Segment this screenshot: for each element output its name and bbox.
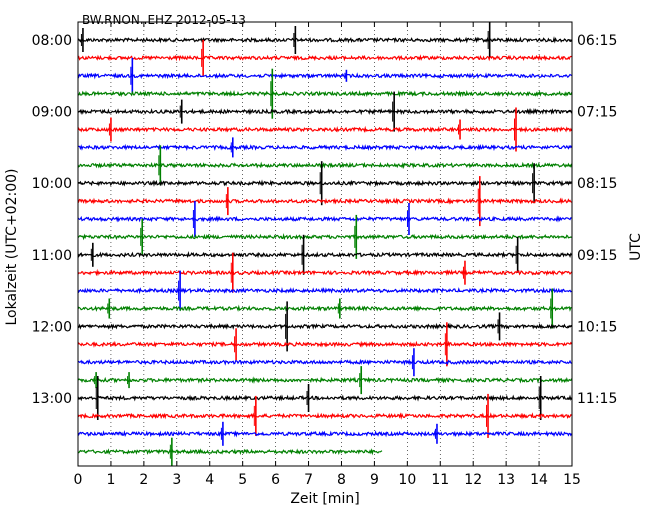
right-tick-label: 06:15: [577, 33, 617, 49]
chart-title: BW.RNON..EHZ 2012-05-13: [82, 13, 246, 27]
seismic-trace: [77, 322, 572, 331]
x-axis-ticks: 0 1 2 3 4 5 6 7 8 9 10 11 12 13 14 15: [74, 22, 581, 488]
trace-group: [77, 22, 573, 466]
x-tick-label: 5: [238, 472, 247, 488]
seismic-trace: [77, 179, 572, 188]
x-tick-label: 15: [563, 472, 581, 488]
seismic-trace: [77, 250, 573, 259]
seismic-trace: [77, 412, 572, 420]
x-tick-label: 9: [370, 472, 379, 488]
plot-frame: [77, 21, 573, 467]
seismic-trace: [77, 197, 572, 205]
left-tick-label: 11:00: [32, 248, 72, 264]
seismic-trace: [77, 125, 573, 133]
seismic-trace: [78, 448, 383, 456]
left-tick-label: 13:00: [32, 391, 72, 407]
left-axis-label: Lokalzeit (UTC+02:00): [4, 169, 20, 326]
x-tick-label: 12: [464, 472, 482, 488]
right-axis-ticks: 06:15 07:15 08:15 09:15 10:15 11:15: [567, 33, 617, 407]
seismic-trace: [77, 376, 573, 384]
seismic-trace: [77, 304, 572, 313]
seismic-trace: [77, 268, 573, 277]
seismic-trace: [77, 72, 572, 80]
right-tick-label: 09:15: [577, 248, 617, 264]
x-tick-label: 1: [106, 472, 115, 488]
left-tick-label: 09:00: [32, 105, 72, 121]
left-tick-label: 12:00: [32, 319, 72, 335]
x-tick-label: 10: [398, 472, 416, 488]
right-tick-label: 08:15: [577, 176, 617, 192]
right-tick-label: 10:15: [577, 319, 617, 335]
seismic-trace: [77, 358, 572, 366]
seismic-trace: [77, 429, 573, 438]
x-tick-label: 7: [304, 472, 313, 488]
x-tick-label: 4: [205, 472, 214, 488]
x-tick-label: 0: [74, 472, 83, 488]
right-tick-label: 07:15: [577, 105, 617, 121]
x-tick-label: 6: [271, 472, 280, 488]
seismic-trace: [77, 54, 572, 62]
seismic-trace: [77, 286, 572, 295]
x-tick-label: 3: [172, 472, 181, 488]
left-tick-label: 08:00: [32, 33, 72, 49]
right-tick-label: 11:15: [577, 391, 617, 407]
seismic-trace: [77, 108, 573, 116]
seismic-trace: [77, 215, 572, 223]
left-tick-label: 10:00: [32, 176, 72, 192]
x-axis-label: Zeit [min]: [290, 491, 359, 507]
x-tick-label: 14: [530, 472, 548, 488]
left-axis-ticks: 08:00 09:00 10:00 11:00 12:00 13:00: [32, 33, 83, 407]
seismic-trace: [77, 340, 573, 348]
x-tick-label: 11: [431, 472, 449, 488]
x-tick-label: 8: [337, 472, 346, 488]
seismic-trace: [77, 233, 572, 241]
seismic-trace: [77, 394, 573, 402]
right-axis-label: UTC: [628, 233, 644, 261]
seismic-trace: [77, 90, 573, 98]
x-tick-label: 13: [497, 472, 515, 488]
x-tick-label: 2: [139, 472, 148, 488]
